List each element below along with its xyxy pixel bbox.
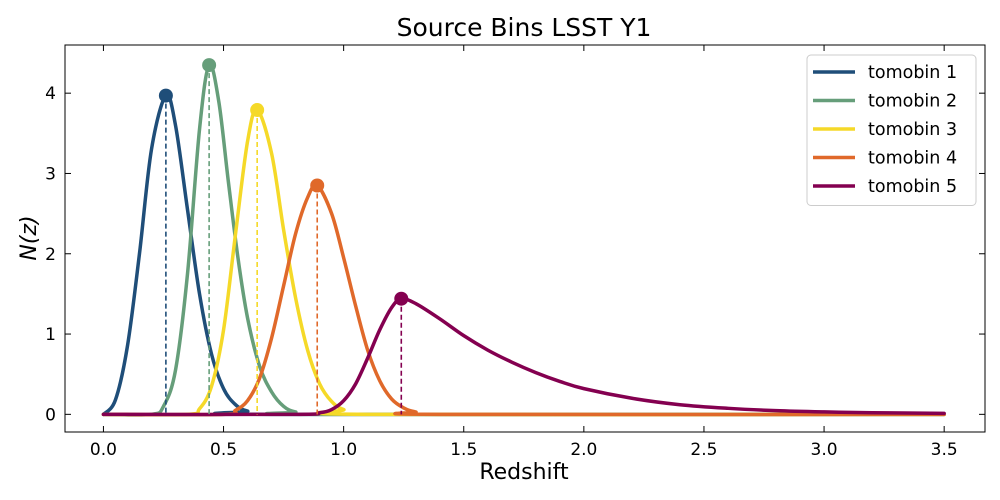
y-axis-label: N(z): [17, 215, 42, 260]
x-tick-label: 3.5: [931, 440, 958, 460]
legend-entry-2: tomobin 2: [868, 92, 957, 112]
x-tick-label: 2.5: [690, 440, 717, 460]
y-tick-label: 3: [45, 164, 56, 184]
x-tick-label: 3.0: [811, 440, 838, 460]
x-tick-label: 0.0: [90, 440, 117, 460]
peak-marker-point-5: [394, 291, 409, 306]
y-tick-label: 1: [45, 325, 56, 345]
chart-title: Source Bins LSST Y1: [397, 13, 652, 42]
legend-entry-5: tomobin 5: [868, 177, 957, 197]
peak-marker-point-1: [158, 88, 173, 103]
x-tick-label: 2.0: [570, 440, 597, 460]
series-line-4: [101, 183, 946, 417]
y-tick-label: 0: [45, 405, 56, 425]
plot-area: [101, 58, 946, 417]
x-axis-label: Redshift: [479, 460, 569, 485]
peak-marker-point-4: [310, 178, 325, 193]
legend-entry-4: tomobin 4: [868, 149, 957, 169]
peak-marker-point-2: [202, 58, 217, 73]
legend-entry-1: tomobin 1: [868, 63, 957, 83]
peak-marker-point-3: [250, 103, 265, 118]
legend-entry-3: tomobin 3: [868, 120, 957, 140]
series-line-5: [101, 296, 946, 417]
x-tick-label: 0.5: [210, 440, 237, 460]
axis-ticks: 0.0 0.5 1.0 1.5 2.0 2.5 3.0 3.5 0 1 2 3 4: [45, 45, 985, 460]
x-tick-label: 1.5: [450, 440, 477, 460]
legend-box: [806, 54, 977, 206]
legend: tomobin 1 tomobin 2 tomobin 3 tomobin 4 tomo…: [806, 54, 977, 206]
plot-frame: [64, 44, 986, 433]
y-tick-label: 4: [45, 84, 56, 104]
x-tick-label: 1.0: [330, 440, 357, 460]
y-tick-label: 2: [45, 245, 56, 265]
